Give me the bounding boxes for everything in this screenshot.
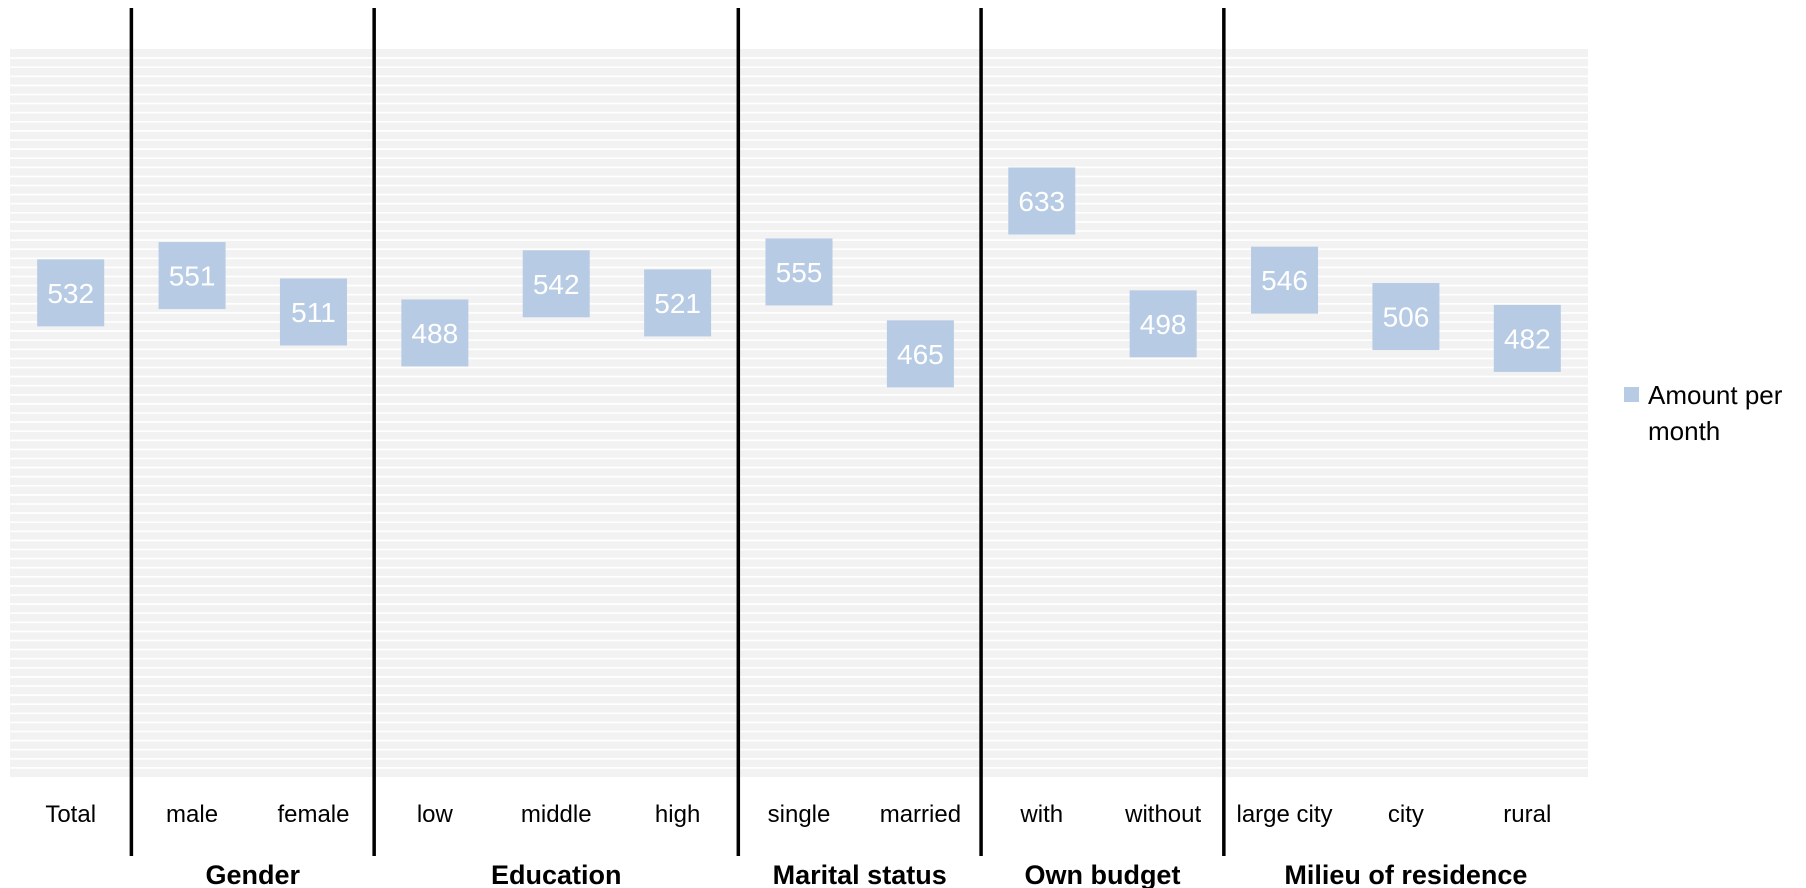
category-label-large-city: large city bbox=[1237, 801, 1333, 828]
data-label-female: 511 bbox=[291, 297, 336, 328]
legend-swatch bbox=[1624, 387, 1639, 402]
category-label-middle: middle bbox=[521, 801, 592, 828]
data-label-with: 633 bbox=[1018, 186, 1065, 217]
category-label-married: married bbox=[880, 801, 961, 828]
data-label-married: 465 bbox=[897, 339, 944, 370]
data-label-low: 488 bbox=[411, 318, 458, 349]
data-label-high: 521 bbox=[654, 288, 701, 319]
data-label-without: 498 bbox=[1140, 309, 1187, 340]
data-point-with bbox=[1008, 167, 1076, 235]
category-label-rural: rural bbox=[1503, 801, 1551, 828]
category-label-female: female bbox=[277, 801, 349, 828]
data-point-large-city bbox=[1251, 246, 1319, 314]
category-label-single: single bbox=[768, 801, 831, 828]
category-labels: Total male female low middle high single marrie… bbox=[45, 801, 1551, 828]
data-point-female bbox=[279, 278, 347, 346]
data-label-male: 551 bbox=[169, 261, 216, 292]
data-point-low bbox=[401, 299, 469, 367]
category-label-low: low bbox=[417, 801, 454, 828]
gridlines bbox=[10, 57, 1588, 769]
category-label-without: without bbox=[1124, 801, 1201, 828]
category-label-total: Total bbox=[45, 801, 96, 828]
legend: Amount per month bbox=[1624, 380, 1783, 446]
group-label-milieu-of-residence: Milieu of residence bbox=[1284, 860, 1527, 888]
group-label-gender: Gender bbox=[206, 860, 301, 888]
data-point-without bbox=[1129, 290, 1197, 358]
legend-label-continued: month bbox=[1648, 416, 1720, 446]
group-labels: Gender Education Marital status Own budget M… bbox=[206, 860, 1528, 888]
category-label-male: male bbox=[166, 801, 218, 828]
data-point-rural bbox=[1493, 304, 1561, 372]
data-point-single bbox=[765, 238, 833, 306]
data-point-city bbox=[1372, 283, 1440, 351]
data-label-large-city: 546 bbox=[1261, 265, 1308, 296]
group-label-own-budget: Own budget bbox=[1024, 860, 1180, 888]
group-label-education: Education bbox=[491, 860, 622, 888]
legend-label: Amount per bbox=[1648, 380, 1783, 410]
category-label-with: with bbox=[1019, 801, 1063, 828]
data-label-middle: 542 bbox=[533, 269, 580, 300]
data-label-single: 555 bbox=[776, 257, 823, 288]
group-label-marital-status: Marital status bbox=[773, 860, 947, 888]
category-label-high: high bbox=[655, 801, 700, 828]
data-point-married bbox=[886, 320, 954, 388]
data-point-middle bbox=[522, 250, 590, 318]
data-point-high bbox=[644, 269, 712, 337]
data-markers: 532 551 511 488 542 521 555 465 633 498 546 506 482 bbox=[37, 167, 1561, 388]
category-label-city: city bbox=[1388, 801, 1424, 828]
data-point-male bbox=[158, 242, 226, 310]
group-separators bbox=[129, 8, 1226, 856]
data-label-total: 532 bbox=[47, 278, 94, 309]
data-label-rural: 482 bbox=[1504, 323, 1551, 354]
data-point-total bbox=[37, 259, 105, 327]
data-label-city: 506 bbox=[1383, 302, 1430, 333]
